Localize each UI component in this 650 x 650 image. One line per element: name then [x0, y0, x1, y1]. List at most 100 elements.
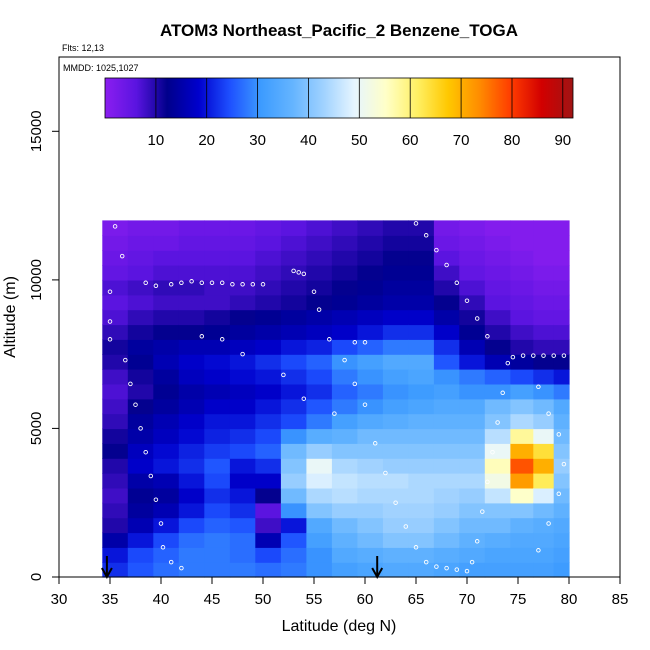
heatmap-cell	[382, 294, 409, 311]
heatmap-cell	[178, 250, 205, 266]
heatmap-cell	[255, 309, 282, 326]
heatmap-cell	[553, 443, 570, 459]
track-point	[107, 337, 113, 342]
heatmap-cell	[153, 250, 180, 266]
heatmap-cell	[204, 502, 231, 519]
heatmap-cell	[229, 279, 256, 296]
heatmap-cell	[510, 562, 534, 578]
heatmap-cell	[553, 398, 570, 415]
heatmap-cell	[382, 220, 409, 236]
heatmap-cell	[331, 562, 358, 578]
heatmap-cell	[408, 235, 435, 251]
heatmap-cell	[229, 324, 256, 340]
heatmap-cell	[553, 487, 570, 504]
heatmap-cell	[510, 547, 534, 563]
track-point	[510, 354, 516, 360]
heatmap-cell	[459, 220, 486, 236]
heatmap-cell	[306, 279, 333, 296]
heatmap-cell	[510, 487, 534, 504]
heatmap-cell	[553, 339, 570, 355]
heatmap-cell	[127, 517, 154, 534]
heatmap-cell	[357, 354, 384, 370]
y-tick-label: 10000	[28, 259, 45, 301]
heatmap-cell	[459, 265, 486, 281]
heatmap-cell	[382, 339, 409, 355]
heatmap-cell	[255, 443, 282, 459]
heatmap-cell	[229, 294, 256, 311]
heatmap-cell	[433, 369, 460, 385]
heatmap-cell	[484, 369, 511, 385]
heatmap-cell	[127, 458, 154, 474]
heatmap-cell	[280, 502, 307, 519]
chart-title: ATOM3 Northeast_Pacific_2 Benzene_TOGA	[160, 21, 518, 40]
heatmap-cell	[484, 458, 511, 474]
heatmap-cell	[433, 265, 460, 281]
heatmap-cell	[229, 562, 256, 578]
heatmap-cell	[510, 502, 534, 519]
heatmap-cell	[280, 369, 307, 385]
heatmap-cell	[153, 324, 180, 340]
heatmap-cell	[433, 413, 460, 430]
heatmap-cell	[204, 398, 231, 415]
x-tick-label: 80	[561, 591, 578, 608]
heatmap-cell	[255, 458, 282, 474]
heatmap-cell	[382, 458, 409, 474]
heatmap-cell	[153, 562, 180, 578]
track-point	[556, 432, 562, 437]
track-point	[434, 247, 439, 253]
heatmap-cell	[408, 487, 435, 504]
heatmap-cell	[255, 473, 282, 489]
heatmap-cell	[484, 354, 511, 370]
heatmap-cell	[459, 562, 486, 578]
heatmap-cell	[153, 532, 180, 548]
heatmap-cell	[280, 473, 307, 489]
heatmap-cell	[510, 383, 534, 400]
heatmap-cell	[255, 279, 282, 296]
heatmap-cell	[382, 309, 409, 326]
track-point	[362, 402, 368, 407]
heatmap-cell	[433, 339, 460, 355]
heatmap-cell	[533, 265, 555, 281]
heatmap-cell	[510, 413, 534, 430]
heatmap-cell	[255, 502, 282, 519]
flights-annotation: Flts: 12,13	[62, 43, 104, 53]
y-tick-label: 5000	[28, 412, 45, 445]
track-point	[107, 206, 113, 211]
heatmap-cell	[382, 413, 409, 430]
heatmap-cell	[408, 443, 435, 459]
heatmap-cell	[382, 324, 409, 340]
heatmap-cell	[255, 562, 282, 578]
heatmap-cell	[533, 324, 555, 340]
heatmap-cell	[204, 413, 231, 430]
heatmap-cell	[178, 428, 205, 444]
heatmap-cell	[306, 250, 333, 266]
heatmap-cell	[153, 354, 180, 370]
colorbar-gradient	[104, 77, 574, 119]
heatmap-cell	[331, 369, 358, 385]
heatmap-cell	[306, 309, 333, 326]
heatmap-cell	[229, 532, 256, 548]
heatmap-cell	[102, 265, 129, 281]
heatmap-cell	[484, 398, 511, 415]
heatmap-cell	[533, 250, 555, 266]
colorbar-tick-label: 20	[198, 132, 215, 149]
heatmap-cell	[408, 265, 435, 281]
heatmap-cell	[255, 324, 282, 340]
heatmap-cell	[178, 413, 205, 430]
heatmap-cell	[533, 562, 555, 578]
heatmap-cell	[459, 235, 486, 251]
heatmap-cell	[510, 324, 534, 340]
heatmap-cell	[382, 354, 409, 370]
heatmap-cell	[331, 324, 358, 340]
heatmap-cell	[255, 294, 282, 311]
heatmap-cell	[127, 354, 154, 370]
heatmap-cell	[331, 383, 358, 400]
heatmap-cell	[433, 517, 460, 534]
heatmap-cell	[127, 428, 154, 444]
heatmap-cell	[178, 443, 205, 459]
heatmap-cell	[433, 235, 460, 251]
heatmap-cell	[510, 279, 534, 296]
heatmap-cell	[229, 413, 256, 430]
heatmap-cell	[255, 250, 282, 266]
heatmap-cell	[178, 473, 205, 489]
